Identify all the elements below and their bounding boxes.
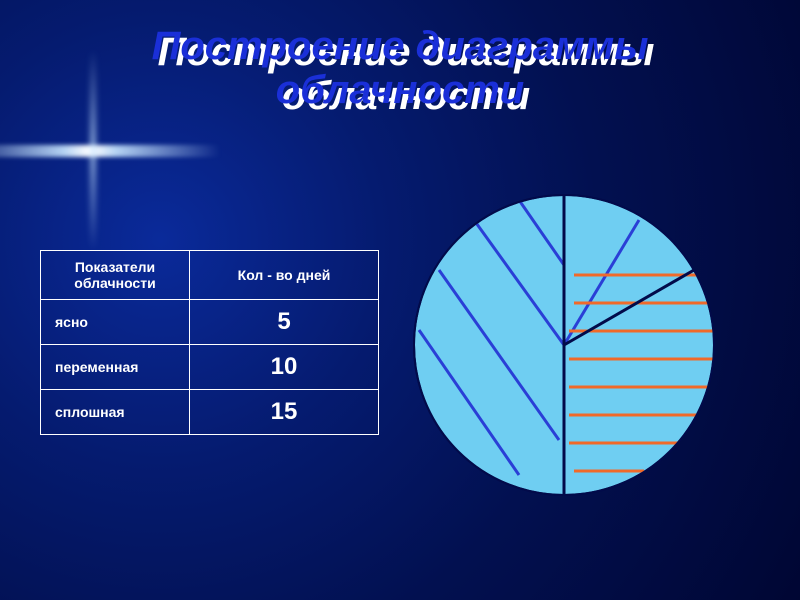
table-header-row: Показатели облачности Кол - во дней (41, 251, 379, 300)
slide: Построение диаграммы облачности Построен… (0, 0, 800, 600)
title-line1: Построение диаграммы (152, 24, 649, 68)
header-indicators: Показатели облачности (41, 251, 190, 300)
row-value: 5 (190, 300, 379, 345)
row-label: ясно (41, 300, 190, 345)
row-label: переменная (41, 345, 190, 390)
table-row: переменная 10 (41, 345, 379, 390)
row-value: 15 (190, 390, 379, 435)
pie-chart (409, 190, 719, 500)
data-table: Показатели облачности Кол - во дней ясно… (40, 250, 379, 435)
table-row: сплошная 15 (41, 390, 379, 435)
title-main: Построение диаграммы облачности (152, 24, 649, 112)
lens-flare (0, 145, 220, 157)
header-days: Кол - во дней (190, 251, 379, 300)
content-area: Показатели облачности Кол - во дней ясно… (40, 220, 760, 560)
title-line2: облачности (276, 68, 524, 112)
title-block: Построение диаграммы облачности Построен… (0, 24, 800, 112)
row-value: 10 (190, 345, 379, 390)
row-label: сплошная (41, 390, 190, 435)
table-row: ясно 5 (41, 300, 379, 345)
